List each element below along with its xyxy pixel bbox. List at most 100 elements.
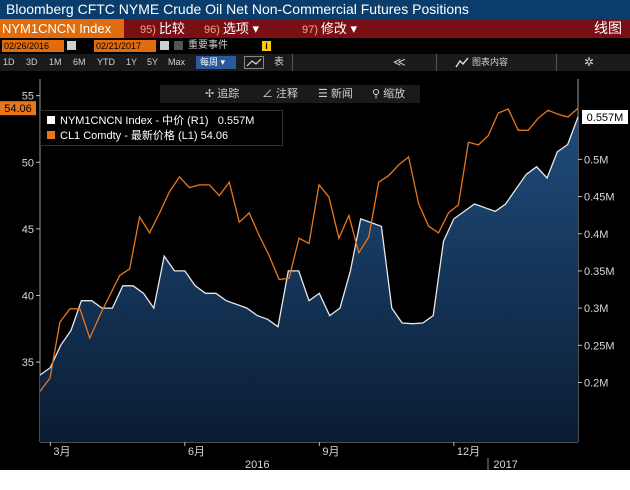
- range-6m[interactable]: 6M: [73, 57, 86, 67]
- oil-point: [168, 190, 170, 192]
- positions-point: [546, 177, 548, 179]
- positions-point: [566, 143, 568, 145]
- positions-point: [80, 299, 82, 301]
- oil-point: [39, 390, 41, 392]
- positions-point: [70, 329, 72, 331]
- positions-point: [266, 318, 268, 320]
- compare-menu-label: 比较: [158, 21, 185, 36]
- compare-menu-number: 95): [140, 24, 156, 36]
- oil-point: [358, 252, 360, 254]
- chart-content-button[interactable]: 图表内容: [472, 57, 509, 67]
- positions-point: [91, 299, 93, 301]
- year-label: 2017: [493, 459, 517, 470]
- legend-item-positions[interactable]: NYM1CNCN Index - 中价 (R1) 0.557M: [47, 114, 254, 129]
- oil-point: [248, 212, 250, 214]
- positions-point: [432, 314, 434, 316]
- oil-point: [397, 164, 399, 166]
- calendar-icon[interactable]: [160, 41, 169, 50]
- edit-menu-number: 97): [302, 24, 318, 36]
- left-tick-label: 40: [22, 290, 34, 302]
- positions-point: [370, 221, 372, 223]
- positions-point: [59, 344, 61, 346]
- positions-point: [142, 292, 144, 294]
- range-ytd[interactable]: YTD: [97, 57, 115, 67]
- oil-point: [178, 176, 180, 178]
- oil-point: [557, 113, 559, 115]
- zoom-button[interactable]: ⚲ 缩放: [372, 88, 406, 100]
- positions-point: [473, 203, 475, 205]
- calendar-icon[interactable]: [67, 41, 76, 50]
- oil-point: [388, 174, 390, 176]
- positions-point: [153, 307, 155, 309]
- right-tick-label: 0.5M: [584, 154, 608, 166]
- oil-point: [119, 274, 121, 276]
- right-tick-label: 0.3M: [584, 303, 608, 315]
- oil-point: [268, 254, 270, 256]
- start-date-field[interactable]: 02/26/2016: [2, 40, 64, 52]
- range-1m[interactable]: 1M: [49, 57, 62, 67]
- oil-point: [89, 337, 91, 339]
- date-range-row: 02/26/2016 02/21/2017 重要事件 i: [0, 38, 630, 54]
- toolbar-divider: [292, 54, 293, 71]
- frequency-select[interactable]: 每周 ▾: [196, 56, 236, 69]
- events-label: 重要事件: [188, 40, 228, 51]
- positions-point: [39, 374, 41, 376]
- oil-point: [348, 214, 350, 216]
- range-max[interactable]: Max: [168, 57, 186, 67]
- legend-value: 54.06: [200, 130, 229, 142]
- positions-point: [246, 307, 248, 309]
- collapse-button[interactable]: ≪: [393, 55, 406, 69]
- range-3d[interactable]: 3D: [26, 57, 38, 67]
- oil-point: [417, 202, 419, 204]
- oil-point: [328, 196, 330, 198]
- oil-point: [547, 109, 549, 111]
- oil-point: [537, 117, 539, 119]
- oil-point: [527, 129, 529, 131]
- positions-point: [411, 323, 413, 325]
- options-menu[interactable]: 96) 选项 ▾: [204, 19, 259, 38]
- events-checkbox[interactable]: [174, 41, 183, 50]
- positions-point: [173, 270, 175, 272]
- positions-point: [525, 173, 527, 175]
- track-button[interactable]: ✢ 追踪: [205, 88, 240, 100]
- positions-point: [453, 218, 455, 220]
- table-button[interactable]: 表: [274, 57, 284, 68]
- legend-item-oil[interactable]: CL1 Comdty - 最新价格 (L1) 54.06: [47, 129, 228, 144]
- positions-point: [328, 314, 330, 316]
- range-5y[interactable]: 5Y: [147, 57, 159, 67]
- line-chart-icon[interactable]: [244, 56, 264, 69]
- positions-point: [204, 292, 206, 294]
- positions-point: [484, 207, 486, 209]
- settings-gear-icon[interactable]: ✲: [584, 55, 595, 69]
- edit-menu-label: 修改 ▾: [320, 21, 358, 36]
- positions-point: [101, 307, 103, 309]
- positions-point: [577, 116, 579, 118]
- edit-menu[interactable]: 97) 修改 ▾: [302, 19, 357, 38]
- end-date-field[interactable]: 02/21/2017: [94, 40, 156, 52]
- oil-point: [99, 314, 101, 316]
- positions-point: [535, 166, 537, 168]
- info-icon[interactable]: i: [262, 41, 271, 51]
- compare-menu[interactable]: 95) 比较: [140, 19, 185, 38]
- annotate-button[interactable]: ∠ 注释: [262, 88, 299, 100]
- positions-point: [132, 285, 134, 287]
- chart-content-icon[interactable]: [455, 57, 469, 68]
- news-button[interactable]: ☰ 新闻: [318, 88, 353, 100]
- oil-point: [437, 232, 439, 234]
- ticker-field[interactable]: NYM1CNCN Index: [0, 19, 124, 38]
- legend-swatch: [47, 131, 55, 139]
- range-1y[interactable]: 1Y: [126, 57, 138, 67]
- positions-point: [515, 188, 517, 190]
- annotation-toolbar: ✢ 追踪 ∠ 注释 ☰ 新闻 ⚲ 缩放: [160, 85, 420, 103]
- bloomberg-terminal: Bloomberg CFTC NYME Crude Oil Net Non-Co…: [0, 0, 630, 470]
- chart-area[interactable]: 35 40 45 50 55 0.2M 0.25M 0.3M 0.35M 0.4M 0.45M 0.5…: [0, 71, 630, 470]
- positions-point: [360, 218, 362, 220]
- toolbar-divider: [436, 54, 437, 71]
- oil-point: [228, 181, 230, 183]
- range-1d[interactable]: 1D: [3, 57, 15, 67]
- x-axis-labels: 3月 6月 9月 12月 2016 2017: [49, 442, 518, 470]
- oil-point: [487, 134, 489, 136]
- positions-area: [40, 117, 578, 442]
- oil-point: [318, 184, 320, 186]
- positions-point: [339, 307, 341, 309]
